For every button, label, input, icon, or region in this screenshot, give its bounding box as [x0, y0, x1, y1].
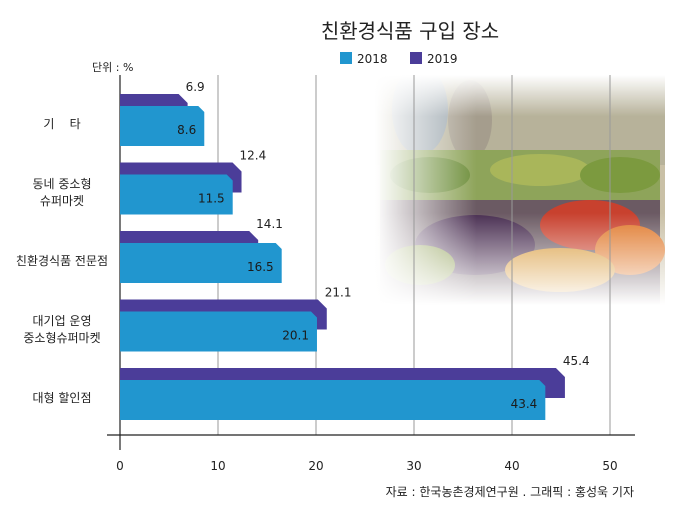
- value-label-2018: 16.5: [247, 260, 274, 274]
- legend-swatch: [410, 52, 422, 64]
- value-label-2019: 12.4: [240, 149, 267, 163]
- bar-2018: [120, 311, 317, 352]
- x-tick-label: 10: [210, 459, 225, 473]
- category-label: 친환경식품 전문점: [16, 254, 108, 268]
- category-label: 대기업 운영: [32, 314, 91, 328]
- value-label-2018: 8.6: [177, 123, 196, 137]
- bar-2018: [120, 380, 546, 420]
- x-tick-label: 50: [602, 459, 617, 473]
- x-tick-label: 0: [116, 459, 124, 473]
- source-credit: 자료 : 한국농촌경제연구원 . 그래픽 : 홍성욱 기자: [386, 485, 634, 499]
- bar-2018: [120, 106, 205, 146]
- value-label-2018: 43.4: [511, 397, 538, 411]
- market-produce-photo: [375, 75, 665, 305]
- value-label-2019: 14.1: [256, 217, 283, 231]
- category-label: 대형 할인점: [32, 391, 91, 405]
- bars-group: [120, 94, 565, 420]
- legend-label: 2018: [357, 52, 388, 66]
- x-tick-label: 20: [308, 459, 323, 473]
- category-label: 동네 중소형: [32, 177, 91, 191]
- value-label-2018: 11.5: [198, 192, 225, 206]
- category-label: 중소형슈퍼마켓: [23, 331, 100, 345]
- value-label-2018: 20.1: [282, 329, 309, 343]
- value-label-2019: 6.9: [186, 80, 205, 94]
- chart-title: 친환경식품 구입 장소: [321, 19, 499, 43]
- bar-2018: [120, 174, 233, 215]
- labels-group: 0 10 20 30 40 50 6.9 8.6 기 타 12.4 11.5 동네 중소형슈퍼마켓 14…: [16, 80, 618, 473]
- legend-label: 2019: [427, 52, 458, 66]
- value-label-2019: 21.1: [325, 286, 352, 300]
- x-tick-label: 40: [504, 459, 519, 473]
- bar-2018: [120, 243, 282, 283]
- x-tick-label: 30: [406, 459, 421, 473]
- legend-swatch: [340, 52, 352, 64]
- category-label: 기 타: [43, 117, 80, 131]
- legend: 2018 2019: [340, 52, 458, 66]
- value-label-2019: 45.4: [563, 354, 590, 368]
- unit-label: 단위 : %: [92, 61, 133, 74]
- category-label: 슈퍼마켓: [40, 194, 84, 208]
